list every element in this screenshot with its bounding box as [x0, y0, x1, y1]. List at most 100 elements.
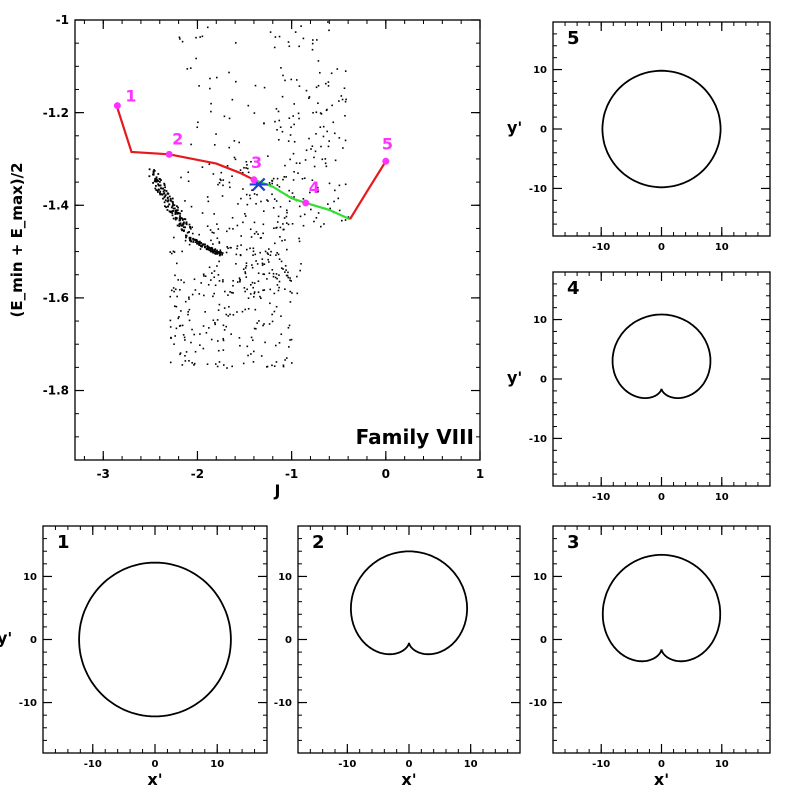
scatter-dot	[173, 251, 176, 253]
orbit-panel-4: -10 0 10 -10 0 10 4 y'	[507, 271, 771, 503]
scatter-dot	[180, 310, 182, 312]
scatter-dot	[206, 196, 209, 198]
scatter-dot	[171, 214, 174, 217]
scatter-dot	[308, 97, 310, 100]
scatter-dot	[268, 182, 271, 184]
scatter-dot	[167, 199, 170, 202]
scatter-dot	[217, 274, 220, 276]
marked-point-label: 4	[309, 178, 320, 197]
scatter-dot	[239, 279, 241, 281]
scatter-dot	[171, 212, 174, 214]
scatter-dot	[183, 218, 186, 220]
y-tick-label: -10	[529, 698, 547, 709]
x-tick-label: -2	[191, 467, 204, 481]
scatter-dot	[175, 209, 178, 212]
scatter-dot	[247, 104, 250, 107]
scatter-dot	[289, 290, 292, 293]
scatter-dot	[198, 241, 200, 243]
scatter-dot	[228, 305, 230, 308]
scatter-dot	[290, 78, 293, 81]
scatter-dot	[187, 313, 189, 316]
scatter-dot	[223, 307, 226, 309]
scatter-dot	[193, 362, 196, 365]
scatter-dot	[319, 112, 322, 114]
scatter-dot	[278, 274, 280, 276]
scatter-dot	[284, 288, 286, 290]
scatter-dot	[287, 271, 289, 274]
scatter-dot	[190, 143, 192, 146]
scatter-dot	[289, 158, 291, 161]
scatter-dot	[293, 140, 296, 143]
scatter-dot	[244, 271, 246, 273]
scatter-dot	[180, 217, 183, 220]
scatter-dot	[153, 180, 156, 183]
y-tick-label: -1.6	[43, 291, 69, 305]
scatter-dot	[222, 184, 224, 187]
scatter-dot	[291, 292, 293, 294]
scatter-dot	[222, 339, 225, 342]
scatter-dot	[188, 359, 190, 362]
scatter-dot	[169, 326, 172, 328]
scatter-dot	[211, 250, 214, 253]
scatter-dot	[210, 239, 212, 242]
scatter-dot	[238, 277, 241, 279]
scatter-dot	[206, 247, 209, 249]
scatter-dot	[187, 311, 190, 313]
scatter-dot	[198, 85, 200, 87]
scatter-dot	[285, 274, 288, 277]
scatter-dot	[180, 224, 183, 227]
scatter-dot	[229, 313, 231, 316]
plot-frame	[552, 271, 771, 487]
scatter-dot	[179, 212, 182, 215]
scatter-dot	[159, 193, 162, 196]
scatter-dot	[213, 292, 215, 295]
x-tick-label: 0	[406, 759, 413, 770]
scatter-dot	[163, 201, 166, 204]
scatter-dot	[245, 160, 248, 163]
marked-point-label: 1	[125, 87, 136, 106]
scatter-dot	[274, 36, 277, 38]
scatter-dot	[287, 326, 290, 329]
scatter-dot	[232, 292, 234, 294]
y-tick-label: -10	[274, 698, 292, 709]
scatter-dot	[179, 352, 182, 354]
scatter-dot	[188, 243, 191, 246]
scatter-dot	[296, 275, 298, 278]
orbit-panel-1: -10 0 10 -10 0 10 1 y' x'	[0, 525, 268, 789]
scatter-dot	[169, 319, 172, 322]
scatter-dot	[184, 218, 187, 221]
scatter-dot	[235, 80, 237, 83]
family-curve-green	[253, 178, 351, 221]
scatter-dot	[172, 207, 175, 210]
scatter-dot	[239, 169, 242, 171]
scatter-dot	[338, 100, 340, 102]
scatter-dot	[315, 132, 317, 135]
scatter-dot	[233, 156, 236, 159]
scatter-dot	[322, 125, 325, 128]
scatter-dot	[252, 286, 255, 289]
scatter-dot	[298, 205, 301, 208]
scatter-dot	[197, 121, 199, 124]
scatter-dot	[186, 68, 189, 70]
scatter-dot	[217, 309, 220, 311]
scatter-dot	[250, 160, 252, 163]
scatter-dot	[155, 178, 157, 181]
scatter-dot	[184, 226, 187, 229]
scatter-dot	[173, 236, 175, 239]
scatter-dot	[162, 197, 164, 200]
scatter-dot	[249, 293, 252, 295]
scatter-dot	[188, 237, 191, 240]
x-tick-label: 10	[715, 492, 729, 503]
y-tick-label: 0	[540, 375, 547, 386]
scatter-dot	[204, 246, 206, 248]
scatter-dot	[192, 238, 195, 241]
scatter-dot	[209, 77, 211, 80]
scatter-dot	[170, 252, 173, 255]
scatter-dot	[179, 288, 181, 291]
scatter-dot	[164, 194, 167, 197]
scatter-dot	[275, 305, 278, 308]
scatter-dot	[164, 195, 166, 198]
scatter-dot	[203, 275, 205, 277]
scatter-dot	[206, 245, 209, 248]
